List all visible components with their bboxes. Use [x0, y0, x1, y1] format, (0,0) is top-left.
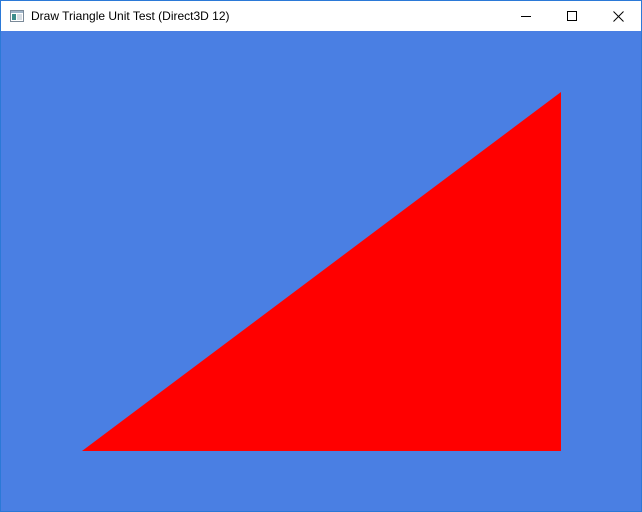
application-window-icon[interactable] — [10, 9, 24, 22]
title-bar[interactable]: Draw Triangle Unit Test (Direct3D 12) — [1, 1, 641, 31]
close-icon — [612, 10, 624, 22]
render-viewport[interactable] — [1, 31, 641, 511]
window-title: Draw Triangle Unit Test (Direct3D 12) — [31, 9, 230, 23]
red-triangle — [82, 92, 561, 451]
maximize-button[interactable] — [549, 1, 595, 31]
close-button[interactable] — [595, 1, 641, 31]
maximize-icon — [567, 11, 577, 21]
minimize-icon — [521, 16, 531, 17]
render-surface — [82, 92, 561, 451]
minimize-button[interactable] — [503, 1, 549, 31]
